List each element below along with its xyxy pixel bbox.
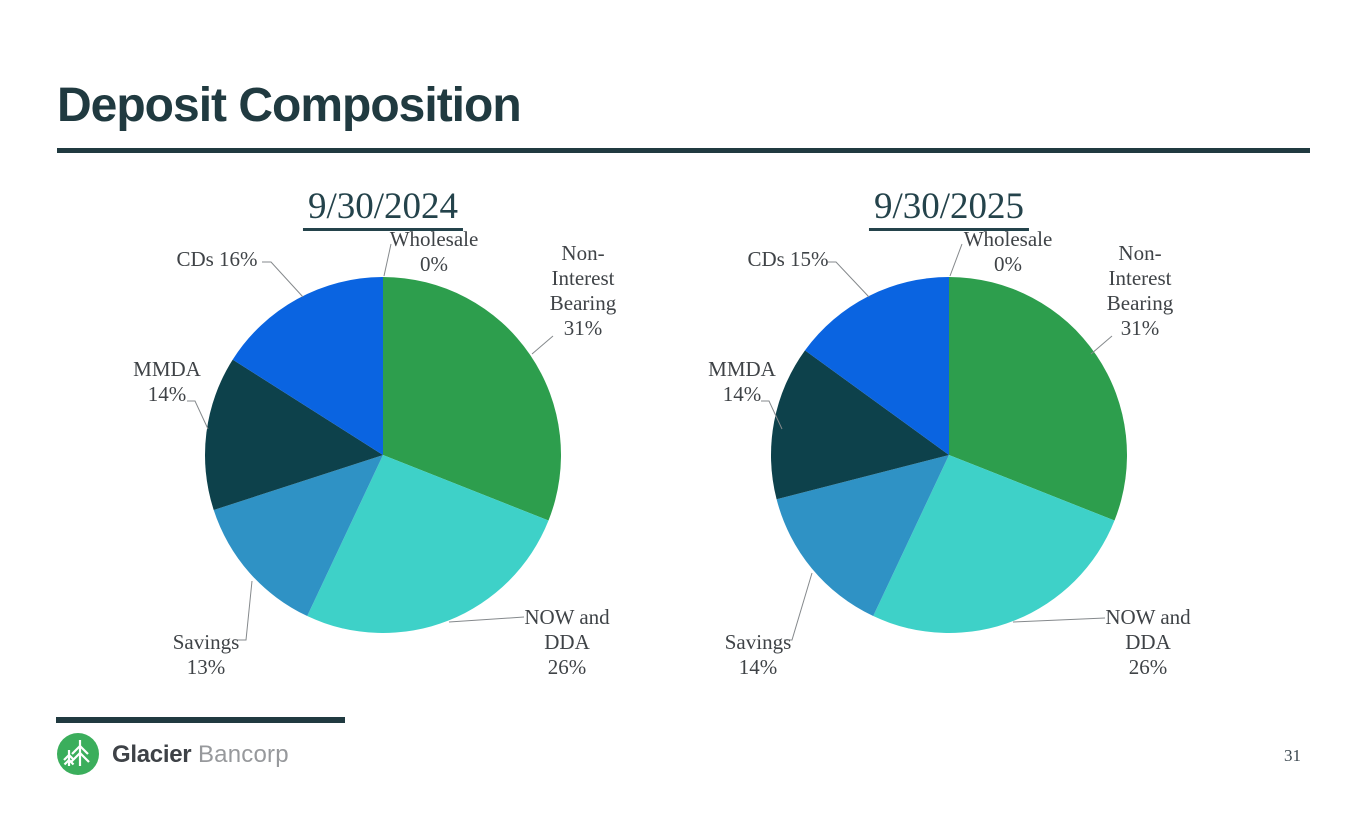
pie-label-line: Non- (561, 241, 605, 265)
pie-label-line: Savings (724, 630, 792, 654)
pie-label-line: Savings (172, 630, 240, 654)
pie-label-line: Bearing (1106, 291, 1174, 315)
pie-slice-now-and-dda-9-30-2025 (873, 455, 1115, 634)
pie-label-line: Wholesale (963, 227, 1053, 251)
pie-label-line: NOW and (524, 605, 610, 629)
page-title: Deposit Composition (57, 79, 522, 132)
pie-label-line: DDA (1125, 630, 1171, 654)
pie-label-non-interest-bearing-9-30-2024: Non- Interest Bearing 31% (550, 241, 616, 341)
leader-line-cds-9-30-2025 (827, 261, 870, 298)
pie-label-line: CDs 15% (747, 247, 829, 271)
leader-line-wholesale-9-30-2025 (949, 243, 963, 277)
pie-label-line: Interest (551, 266, 615, 290)
pie-label-line: Wholesale (389, 227, 479, 251)
pie-label-mmda-9-30-2025: MMDA 14% (708, 357, 776, 407)
pie-label-now-and-dda-9-30-2024: NOW and DDA 26% (524, 605, 609, 680)
pie-label-line: Bearing (549, 291, 617, 315)
pie-label-cds-9-30-2025: CDs 15% (747, 247, 828, 272)
pie-slice-cds-9-30-2025 (804, 277, 949, 455)
pie-label-non-interest-bearing-9-30-2025: Non- Interest Bearing 31% (1107, 241, 1173, 341)
pie-label-line: 0% (420, 252, 448, 276)
pie-label-line: 26% (1128, 655, 1168, 679)
pie-label-line: Interest (1108, 266, 1172, 290)
pie-slice-now-and-dda-9-30-2024 (307, 455, 549, 634)
pie-slice-non-interest-bearing-9-30-2025 (949, 277, 1128, 521)
logo-wordmark: Glacier Bancorp (112, 743, 289, 767)
pie-label-savings-9-30-2024: Savings 13% (173, 630, 240, 680)
glacier-bancorp-pine-tree-icon (57, 733, 99, 775)
pie-label-line: DDA (544, 630, 590, 654)
pie-label-mmda-9-30-2024: MMDA 14% (133, 357, 201, 407)
pie-slice-mmda-9-30-2025 (770, 350, 949, 500)
pie-label-line: 13% (186, 655, 226, 679)
pie-label-now-and-dda-9-30-2025: NOW and DDA 26% (1105, 605, 1190, 680)
pie-label-cds-9-30-2024: CDs 16% (176, 247, 257, 272)
pie-label-line: MMDA (708, 357, 776, 381)
leader-line-now-and-dda-9-30-2025 (1012, 617, 1106, 623)
page-number: 31 (1284, 746, 1301, 765)
pie-label-savings-9-30-2025: Savings 14% (725, 630, 792, 680)
pie-label-line: 14% (738, 655, 778, 679)
pie-label-line: 14% (722, 382, 762, 406)
footer-accent-bar (56, 717, 345, 723)
pie-slice-mmda-9-30-2024 (204, 359, 383, 511)
pie-label-line: 14% (147, 382, 187, 406)
heading-underline (57, 148, 1310, 153)
pie-label-wholesale-9-30-2025: Wholesale 0% (964, 227, 1053, 277)
brand-name-secondary: Bancorp (197, 741, 289, 768)
pie-slice-non-interest-bearing-9-30-2024 (383, 277, 562, 521)
pie-slice-savings-9-30-2024 (213, 455, 383, 617)
pie-slice-savings-9-30-2025 (776, 455, 949, 617)
pie-label-line: MMDA (133, 357, 201, 381)
leader-line-savings-9-30-2024 (238, 580, 253, 641)
chart-title-2025: 9/30/2025 (868, 188, 1030, 231)
pie-label-wholesale-9-30-2024: Wholesale 0% (390, 227, 479, 277)
pie-label-line: CDs 16% (176, 247, 258, 271)
pie-label-line: 31% (563, 316, 603, 340)
pie-slice-cds-9-30-2024 (232, 277, 383, 455)
brand-name-primary: Glacier (112, 741, 192, 768)
pie-label-line: NOW and (1105, 605, 1191, 629)
leader-line-now-and-dda-9-30-2024 (448, 616, 525, 623)
pie-label-line: 0% (994, 252, 1022, 276)
pie-label-line: Non- (1118, 241, 1162, 265)
leader-line-cds-9-30-2024 (262, 261, 304, 298)
pie-label-line: 31% (1120, 316, 1160, 340)
chart-title-2024: 9/30/2024 (302, 188, 464, 231)
pie-label-line: 26% (547, 655, 587, 679)
